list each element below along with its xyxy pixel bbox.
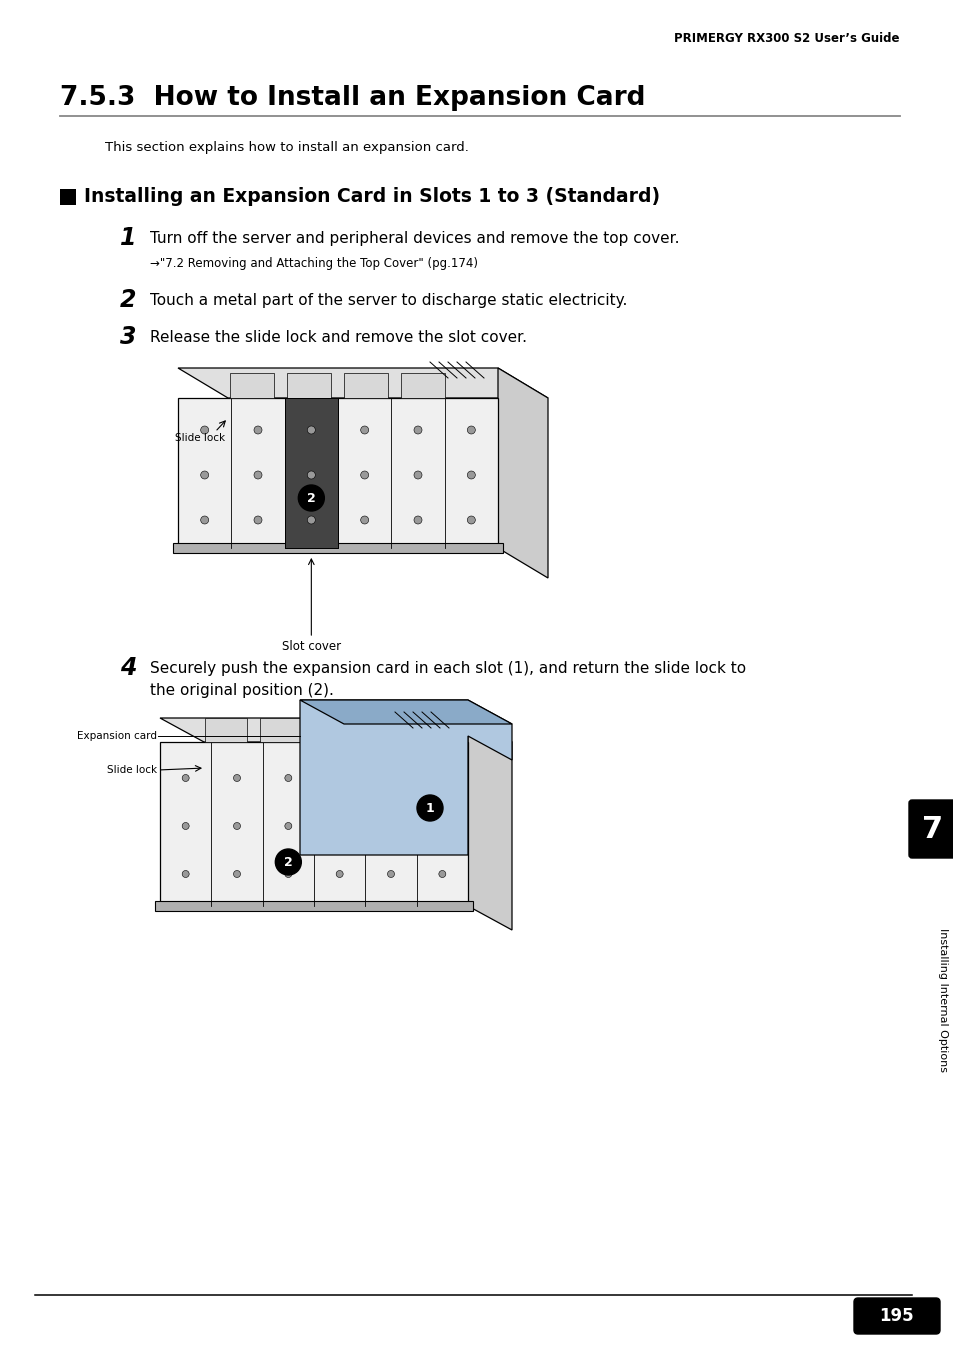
Text: Slide lock: Slide lock xyxy=(174,433,225,443)
Circle shape xyxy=(298,485,324,511)
Polygon shape xyxy=(178,368,547,398)
Bar xyxy=(344,373,388,398)
Bar xyxy=(400,373,444,398)
Circle shape xyxy=(253,470,262,479)
Text: 7: 7 xyxy=(922,814,943,844)
Polygon shape xyxy=(160,741,468,906)
Circle shape xyxy=(360,470,368,479)
Circle shape xyxy=(387,822,395,829)
Text: Turn off the server and peripheral devices and remove the top cover.: Turn off the server and peripheral devic… xyxy=(150,231,679,245)
Text: 195: 195 xyxy=(879,1308,913,1325)
Text: Expansion card: Expansion card xyxy=(77,731,157,741)
Circle shape xyxy=(387,775,395,782)
Bar xyxy=(154,900,473,911)
Bar xyxy=(172,543,502,553)
Text: Slide lock: Slide lock xyxy=(107,766,157,775)
Text: 1: 1 xyxy=(120,226,136,249)
Text: Touch a metal part of the server to discharge static electricity.: Touch a metal part of the server to disc… xyxy=(150,293,627,307)
Polygon shape xyxy=(299,700,512,855)
Circle shape xyxy=(285,871,292,878)
Circle shape xyxy=(438,871,445,878)
Polygon shape xyxy=(160,718,512,741)
Text: This section explains how to install an expansion card.: This section explains how to install an … xyxy=(105,142,468,155)
Polygon shape xyxy=(468,718,512,930)
Bar xyxy=(287,373,331,398)
Circle shape xyxy=(335,871,343,878)
Circle shape xyxy=(285,822,292,829)
Text: Installing an Expansion Card in Slots 1 to 3 (Standard): Installing an Expansion Card in Slots 1 … xyxy=(84,187,659,206)
Text: 3: 3 xyxy=(120,325,136,349)
Bar xyxy=(370,718,412,741)
Circle shape xyxy=(233,822,240,829)
Circle shape xyxy=(275,849,301,875)
Circle shape xyxy=(200,426,209,434)
Circle shape xyxy=(285,775,292,782)
Circle shape xyxy=(182,871,189,878)
Text: 2: 2 xyxy=(307,492,315,504)
Bar xyxy=(260,718,302,741)
Text: Installing Internal Options: Installing Internal Options xyxy=(937,927,947,1072)
Circle shape xyxy=(182,775,189,782)
Circle shape xyxy=(335,822,343,829)
FancyBboxPatch shape xyxy=(908,799,953,857)
Circle shape xyxy=(414,516,421,524)
Circle shape xyxy=(467,470,475,479)
Polygon shape xyxy=(178,398,497,549)
Circle shape xyxy=(233,871,240,878)
Text: Release the slide lock and remove the slot cover.: Release the slide lock and remove the sl… xyxy=(150,329,526,345)
Circle shape xyxy=(467,516,475,524)
Bar xyxy=(60,189,76,205)
Circle shape xyxy=(360,426,368,434)
Circle shape xyxy=(253,426,262,434)
Circle shape xyxy=(416,795,442,821)
Bar xyxy=(314,718,356,741)
Circle shape xyxy=(414,426,421,434)
Circle shape xyxy=(414,470,421,479)
FancyBboxPatch shape xyxy=(853,1298,939,1335)
Text: 1: 1 xyxy=(425,802,434,814)
Text: 4: 4 xyxy=(120,656,136,679)
Text: Securely push the expansion card in each slot (1), and return the slide lock to: Securely push the expansion card in each… xyxy=(150,661,745,675)
Circle shape xyxy=(200,516,209,524)
Text: Slot cover: Slot cover xyxy=(281,640,340,652)
Circle shape xyxy=(387,871,395,878)
Circle shape xyxy=(200,470,209,479)
Text: 7.5.3  How to Install an Expansion Card: 7.5.3 How to Install an Expansion Card xyxy=(60,85,645,111)
Circle shape xyxy=(307,470,315,479)
Circle shape xyxy=(467,426,475,434)
Circle shape xyxy=(360,516,368,524)
Polygon shape xyxy=(497,368,547,578)
Text: PRIMERGY RX300 S2 User’s Guide: PRIMERGY RX300 S2 User’s Guide xyxy=(674,31,899,44)
Circle shape xyxy=(307,426,315,434)
Bar xyxy=(205,718,247,741)
Circle shape xyxy=(233,775,240,782)
Circle shape xyxy=(335,775,343,782)
Text: →"7.2 Removing and Attaching the Top Cover" (pg.174): →"7.2 Removing and Attaching the Top Cov… xyxy=(150,256,477,270)
Circle shape xyxy=(438,775,445,782)
Circle shape xyxy=(182,822,189,829)
Circle shape xyxy=(253,516,262,524)
Text: the original position (2).: the original position (2). xyxy=(150,682,334,697)
Circle shape xyxy=(307,516,315,524)
Circle shape xyxy=(438,822,445,829)
Bar xyxy=(284,398,337,549)
Polygon shape xyxy=(299,700,512,724)
Text: 2: 2 xyxy=(284,856,293,868)
Bar xyxy=(230,373,274,398)
Text: 2: 2 xyxy=(120,288,136,311)
